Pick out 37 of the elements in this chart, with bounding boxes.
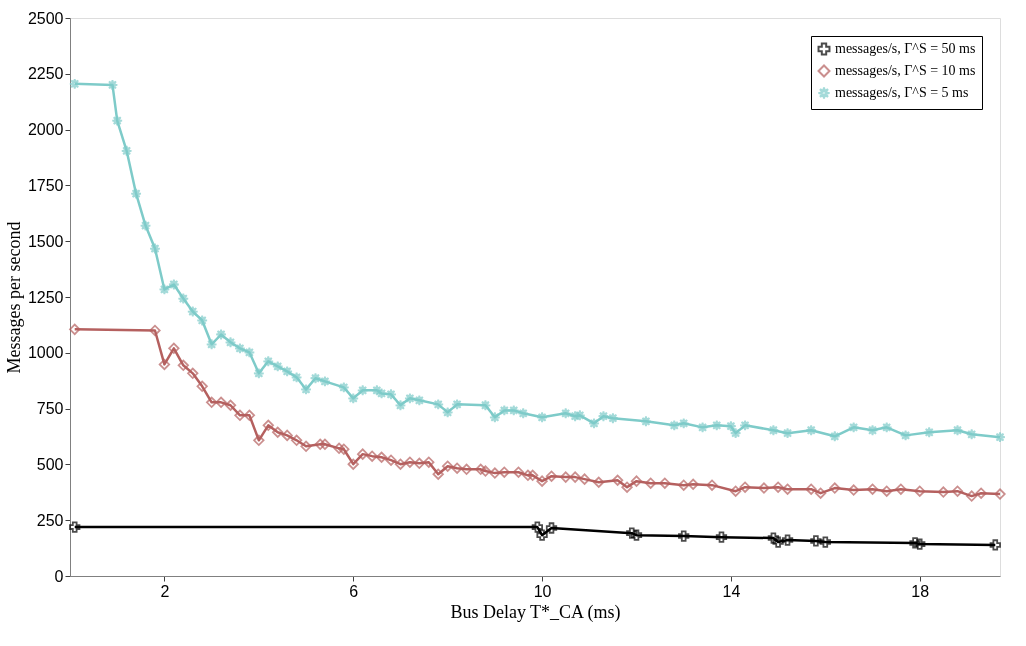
point	[810, 535, 822, 547]
point	[989, 539, 1001, 551]
point	[630, 529, 643, 541]
y-tick-label: 2500	[27, 9, 64, 27]
y-tick-label: 1500	[27, 232, 64, 250]
point	[69, 521, 81, 533]
point	[545, 522, 558, 534]
point	[909, 537, 921, 549]
point	[772, 536, 784, 548]
point	[626, 527, 638, 539]
legend-label: messages/s, Γ^S = 5 ms	[835, 85, 969, 100]
point	[678, 530, 690, 542]
x-tick-label: 2	[160, 582, 170, 600]
y-tick-label: 2000	[27, 121, 64, 139]
x-axis-title: Bus Delay T*_CA (ms)	[450, 601, 621, 623]
legend-label: messages/s, Γ^S = 50 ms	[835, 41, 976, 56]
x-tick-label: 14	[722, 582, 741, 600]
point	[819, 536, 831, 548]
x-tick-label: 6	[349, 582, 359, 600]
y-tick-label: 0	[54, 567, 64, 585]
x-tick-label: 18	[911, 582, 930, 600]
y-tick-label: 250	[36, 511, 64, 529]
y-tick-label: 500	[36, 455, 64, 473]
point	[767, 532, 780, 544]
y-tick-label: 2250	[27, 65, 64, 83]
point	[531, 521, 543, 533]
point	[536, 529, 548, 541]
y-tick-label: 1250	[27, 288, 64, 306]
y-tick-label: 1000	[27, 344, 64, 362]
y-tick-label: 1750	[27, 176, 64, 194]
legend-label: messages/s, Γ^S = 10 ms	[835, 63, 976, 78]
y-axis-title: Messages per second	[3, 221, 24, 374]
point	[914, 538, 926, 550]
point	[715, 531, 728, 543]
point	[781, 534, 794, 546]
y-tick-label: 750	[36, 400, 64, 418]
x-tick-label: 10	[533, 582, 552, 600]
